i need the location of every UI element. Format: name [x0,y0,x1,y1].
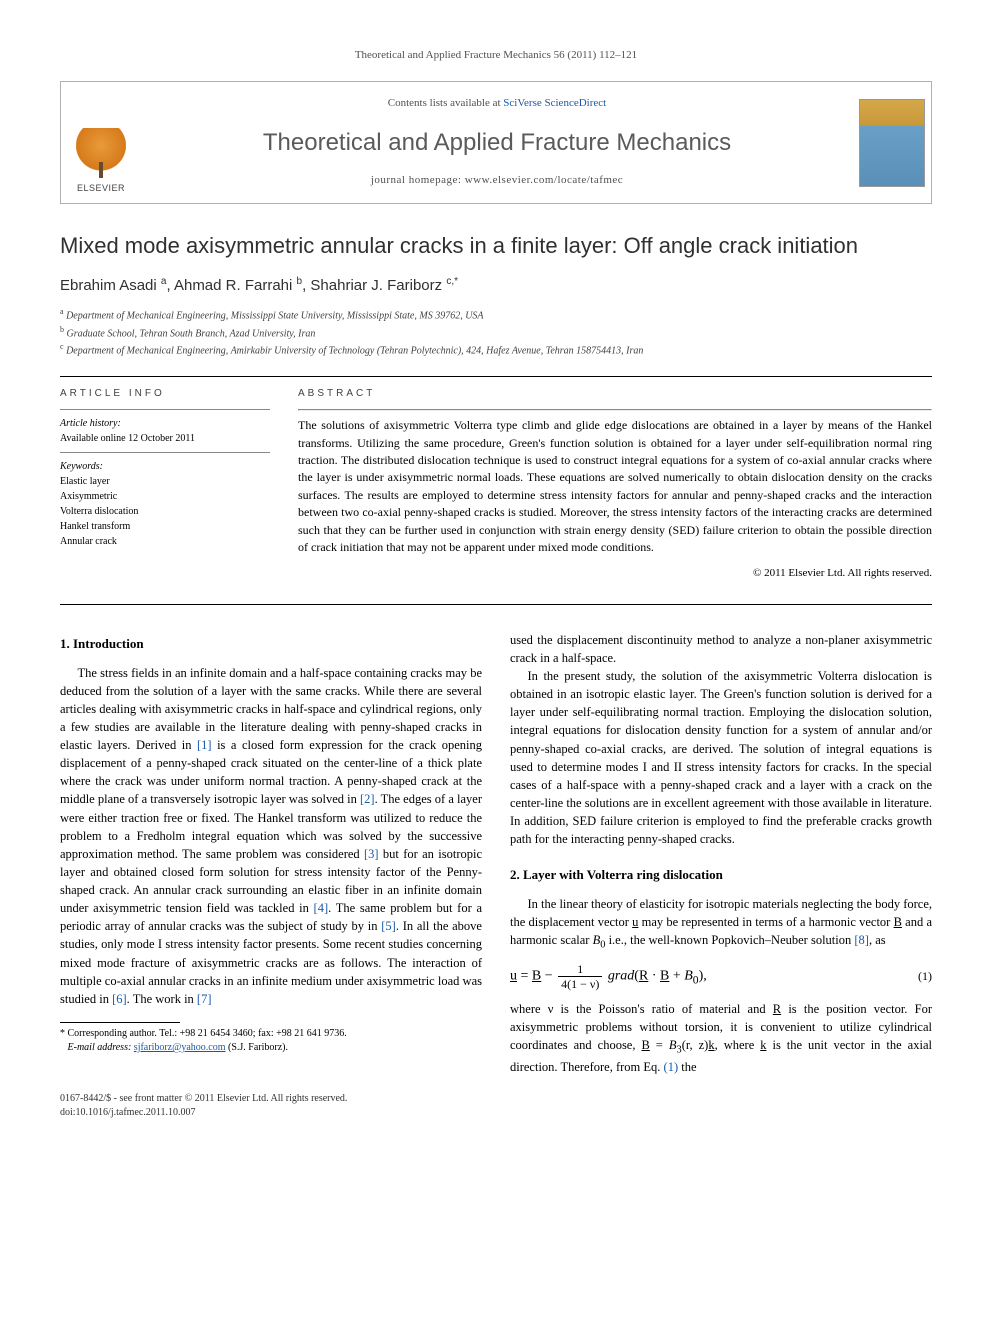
homepage-url: www.elsevier.com/locate/tafmec [465,174,623,186]
journal-cover-thumb [859,99,925,187]
article-info-heading: ARTICLE INFO [60,387,270,401]
publisher-logo-cell: ELSEVIER [61,82,141,202]
abstract-column: ABSTRACT The solutions of axisymmetric V… [298,383,932,582]
publisher-name: ELSEVIER [77,182,125,195]
corresponding-email-link[interactable]: sjfariborz@yahoo.com [134,1042,226,1053]
cite-3[interactable]: [3] [364,847,379,861]
homepage-prefix: journal homepage: [371,174,465,186]
equation-1: u = B − 14(1 − ν) grad(R · B + B0), (1) [510,963,932,990]
info-abstract-row: ARTICLE INFO Article history: Available … [60,383,932,582]
keyword-5: Annular crack [60,536,117,547]
cite-2[interactable]: [2] [360,792,375,806]
cite-7[interactable]: [7] [197,992,212,1006]
contents-prefix: Contents lists available at [388,97,503,109]
footer-doi: doi:10.1016/j.tafmec.2011.10.007 [60,1106,347,1120]
cite-1[interactable]: [1] [197,738,212,752]
cite-8[interactable]: [8] [854,933,869,947]
keywords-label: Keywords: [60,461,103,472]
article-history: Article history: Available online 12 Oct… [60,416,270,446]
history-line: Available online 12 October 2011 [60,433,195,444]
abstract-text: The solutions of axisymmetric Volterra t… [298,417,932,556]
contents-line: Contents lists available at SciVerse Sci… [153,96,841,111]
ref-eq-1[interactable]: (1) [664,1060,679,1074]
footer-left: 0167-8442/$ - see front matter © 2011 El… [60,1092,347,1120]
info-rule-1 [60,409,270,410]
keyword-2: Axisymmetric [60,491,117,502]
journal-name: Theoretical and Applied Fracture Mechani… [153,126,841,160]
elsevier-logo: ELSEVIER [76,128,126,195]
body-columns: 1. Introduction The stress fields in an … [60,631,932,1076]
cite-5[interactable]: [5] [381,919,396,933]
article-title: Mixed mode axisymmetric annular cracks i… [60,232,932,260]
header-center: Contents lists available at SciVerse Sci… [141,82,853,202]
homepage-line: journal homepage: www.elsevier.com/locat… [153,173,841,188]
keyword-3: Volterra dislocation [60,506,138,517]
keyword-4: Hankel transform [60,521,130,532]
running-citation: Theoretical and Applied Fracture Mechani… [60,48,932,63]
email-footnote: E-mail address: sjfariborz@yahoo.com (S.… [60,1041,482,1055]
abstract-copyright: © 2011 Elsevier Ltd. All rights reserved… [298,566,932,581]
top-rule [60,376,932,377]
section-2-heading: 2. Layer with Volterra ring dislocation [510,866,932,885]
affiliation-b: b Graduate School, Tehran South Branch, … [60,324,932,341]
equation-1-number: (1) [918,968,932,985]
affiliation-c: c Department of Mechanical Engineering, … [60,341,932,358]
journal-header-box: ELSEVIER Contents lists available at Sci… [60,81,932,203]
abstract-rule [298,409,932,411]
abstract-heading: ABSTRACT [298,387,932,401]
cite-4[interactable]: [4] [314,901,329,915]
intro-paragraph-1: The stress fields in an infinite domain … [60,664,482,1008]
cite-6[interactable]: [6] [112,992,127,1006]
history-label: Article history: [60,418,121,429]
corresponding-footnote: * Corresponding author. Tel.: +98 21 645… [60,1027,482,1041]
author-3: Shahriar J. Fariborz c,* [310,277,458,294]
elsevier-tree-icon [76,128,126,178]
equation-1-body: u = B − 14(1 − ν) grad(R · B + B0), [510,963,707,990]
section-1-heading: 1. Introduction [60,635,482,654]
footer-front-matter: 0167-8442/$ - see front matter © 2011 El… [60,1092,347,1106]
cover-thumb-cell [853,82,931,202]
keyword-1: Elastic layer [60,476,110,487]
affiliations: a Department of Mechanical Engineering, … [60,306,932,358]
article-info-column: ARTICLE INFO Article history: Available … [60,383,270,582]
author-2: Ahmad R. Farrahi b [174,277,302,294]
affiliation-a: a Department of Mechanical Engineering, … [60,306,932,323]
footnote-rule [60,1022,180,1023]
mid-rule [60,604,932,605]
sec2-paragraph-1: In the linear theory of elasticity for i… [510,895,932,953]
keywords-block: Keywords: Elastic layer Axisymmetric Vol… [60,459,270,549]
info-rule-2 [60,452,270,453]
author-list: Ebrahim Asadi a, Ahmad R. Farrahi b, Sha… [60,275,932,296]
sec2-paragraph-2: where ν is the Poisson's ratio of materi… [510,1000,932,1076]
intro-paragraph-2: In the present study, the solution of th… [510,667,932,848]
sciencedirect-link[interactable]: SciVerse ScienceDirect [503,97,606,109]
author-1: Ebrahim Asadi a [60,277,166,294]
page-footer: 0167-8442/$ - see front matter © 2011 El… [60,1092,932,1120]
intro-paragraph-1-cont: used the displacement discontinuity meth… [510,631,932,667]
